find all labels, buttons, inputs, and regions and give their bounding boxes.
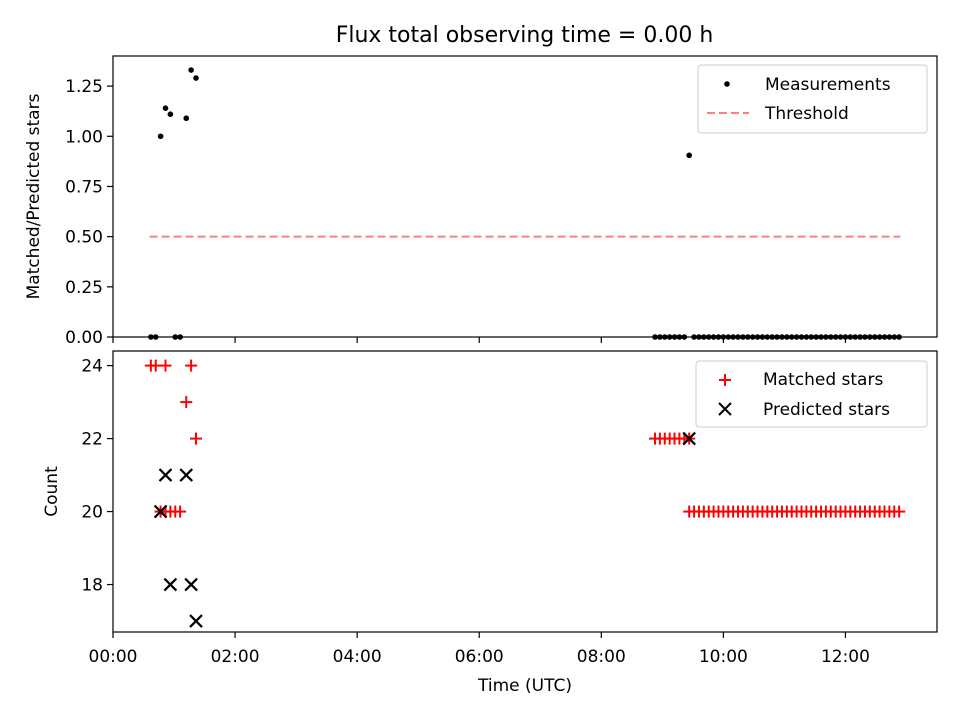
top-y-tick-label: 0.25 <box>65 278 103 298</box>
top-legend: Measurements Threshold <box>697 64 928 134</box>
top-y-axis-label: Matched/Predicted stars <box>24 93 44 299</box>
measurements-point <box>188 67 194 73</box>
measurements-point <box>193 75 199 81</box>
top-y-tick-label: 1.00 <box>65 127 103 147</box>
predicted-stars-point <box>189 614 203 628</box>
x-tick-label: 10:00 <box>699 647 748 667</box>
predicted-stars-point <box>682 431 696 446</box>
bottom-y-ticks: 18 20 22 24 <box>81 357 113 596</box>
bottom-legend-box <box>695 360 928 428</box>
measurements-point <box>167 111 174 118</box>
measurements-point <box>157 133 164 140</box>
x-tick-label: 00:00 <box>89 647 138 667</box>
measurements-point <box>686 152 692 159</box>
bottom-axes-frame <box>112 350 938 633</box>
chart-title: Flux total observing time = 0.00 h <box>336 23 714 48</box>
legend-threshold-label: Threshold <box>764 104 849 124</box>
legend-predicted-marker <box>718 402 732 416</box>
legend-predicted-label: Predicted stars <box>763 400 890 420</box>
legend-matched-marker <box>719 374 731 386</box>
bottom-x-ticks: 00:00 02:00 04:00 06:00 08:00 10:00 12:00 <box>89 632 870 667</box>
top-y-tick-label: 0.00 <box>65 328 103 348</box>
matched-stars-point <box>174 505 187 518</box>
top-y-tick-label: 0.75 <box>65 177 103 197</box>
measurements-point <box>162 105 169 111</box>
predicted-stars-point <box>158 468 173 482</box>
x-tick-label: 08:00 <box>577 647 626 667</box>
top-x-ticks <box>112 337 847 343</box>
bottom-y-tick-label: 20 <box>81 503 103 523</box>
matched-stars-point <box>185 359 198 372</box>
legend-matched-label: Matched stars <box>763 370 883 390</box>
x-tick-label: 04:00 <box>333 647 382 667</box>
measurements-point <box>183 115 190 122</box>
bottom-legend: Matched stars Predicted stars <box>695 360 928 428</box>
x-axis-label: Time (UTC) <box>477 676 572 696</box>
x-tick-label: 02:00 <box>211 647 260 667</box>
top-axes-frame <box>112 55 938 338</box>
top-panel: 0.00 0.25 0.50 0.75 1.00 1.25 Matched/Predict… <box>24 55 938 348</box>
predicted-stars-point <box>153 504 168 519</box>
bottom-panel: 18 20 22 24 00:00 02:00 04:00 06:00 08:00 10:00 1… <box>42 350 938 696</box>
bottom-y-tick-label: 24 <box>81 357 103 377</box>
legend-measurements-marker <box>724 81 730 87</box>
predicted-stars-point <box>163 577 178 592</box>
matched-stars-point <box>190 432 203 445</box>
x-tick-label: 12:00 <box>821 647 870 667</box>
predicted-stars-point <box>179 468 194 482</box>
legend-measurements-label: Measurements <box>765 75 891 95</box>
bottom-y-axis-label: Count <box>42 466 62 517</box>
bottom-marks <box>144 359 906 628</box>
top-y-ticks: 0.00 0.25 0.50 0.75 1.00 1.25 <box>65 77 113 348</box>
top-y-tick-label: 1.25 <box>65 77 103 97</box>
x-tick-label: 06:00 <box>455 647 504 667</box>
bottom-y-tick-label: 18 <box>81 576 103 596</box>
top-legend-box <box>697 64 928 134</box>
bottom-y-tick-label: 22 <box>81 430 103 450</box>
matched-stars-point <box>180 396 193 409</box>
matched-stars-point <box>893 505 906 518</box>
predicted-stars-point <box>184 577 198 592</box>
top-y-tick-label: 0.50 <box>65 228 103 248</box>
matched-stars-point <box>159 359 172 372</box>
